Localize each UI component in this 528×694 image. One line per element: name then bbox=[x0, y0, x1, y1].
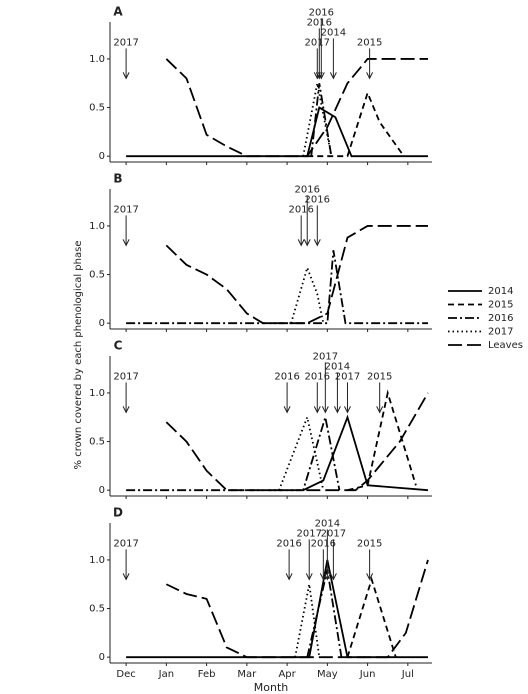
series-line bbox=[165, 225, 428, 325]
y-tick-label: 1.0 bbox=[89, 221, 105, 232]
annotation-label: 2017 bbox=[113, 37, 138, 48]
y-tick-label: 0.5 bbox=[89, 270, 105, 281]
arrow-head bbox=[305, 573, 313, 581]
annotation-label: 2016 bbox=[311, 538, 336, 549]
annotation-label: 2015 bbox=[357, 37, 382, 48]
x-tick-label: Apr bbox=[278, 669, 296, 680]
annotation-label: 2016 bbox=[309, 7, 334, 18]
arrow-head bbox=[122, 406, 130, 414]
x-tick-label: Jan bbox=[158, 669, 174, 680]
y-tick-label: 0 bbox=[99, 318, 105, 329]
series-line bbox=[126, 106, 428, 158]
annotation-label: 2017 bbox=[305, 37, 330, 48]
annotation-label: 2016 bbox=[294, 184, 319, 195]
series-line bbox=[302, 414, 429, 492]
arrow-head bbox=[317, 72, 325, 80]
x-tick-label: Feb bbox=[198, 669, 216, 680]
arrow-head bbox=[329, 573, 337, 581]
arrow-head bbox=[366, 72, 374, 80]
y-tick-label: 0 bbox=[99, 485, 105, 496]
panel-label: A bbox=[113, 5, 123, 19]
series-line bbox=[310, 83, 333, 157]
annotation-label: 2016 bbox=[305, 371, 330, 382]
series-line bbox=[126, 559, 428, 659]
x-tick-label: May bbox=[317, 669, 338, 680]
legend-label: 2017 bbox=[488, 327, 513, 338]
panel-label: D bbox=[113, 506, 123, 520]
arrow-head bbox=[376, 406, 384, 414]
y-tick-label: 1.0 bbox=[89, 388, 105, 399]
annotation-label: 2016 bbox=[305, 194, 330, 205]
series-line bbox=[307, 90, 405, 158]
y-tick-label: 0.5 bbox=[89, 604, 105, 615]
arrow-head bbox=[122, 239, 130, 247]
annotation-label: 2017 bbox=[297, 528, 322, 539]
y-tick-label: 0 bbox=[99, 151, 105, 162]
legend-label: Leaves bbox=[488, 340, 523, 351]
annotation-label: 2016 bbox=[307, 17, 332, 28]
x-tick-label: Dec bbox=[116, 669, 135, 680]
x-axis-label: Month bbox=[254, 681, 289, 694]
annotation-label: 2017 bbox=[335, 371, 360, 382]
arrow-head bbox=[344, 406, 351, 414]
y-tick-label: 0.5 bbox=[89, 103, 105, 114]
arrow-head bbox=[303, 239, 311, 247]
series-line bbox=[346, 576, 397, 658]
y-tick-label: 1.0 bbox=[89, 555, 105, 566]
arrow-head bbox=[329, 72, 337, 80]
annotation-label: 2017 bbox=[321, 528, 346, 539]
series-line bbox=[126, 250, 428, 325]
annotation-label: 2017 bbox=[313, 351, 338, 362]
y-tick-label: 0 bbox=[99, 652, 105, 663]
arrow-head bbox=[285, 573, 293, 581]
legend-label: 2015 bbox=[488, 300, 513, 311]
x-tick-label: Jul bbox=[401, 669, 414, 680]
annotation-label: 2016 bbox=[288, 204, 313, 215]
arrow-head bbox=[333, 406, 341, 414]
annotation-label: 2014 bbox=[321, 27, 346, 38]
legend-label: 2014 bbox=[488, 286, 513, 297]
series-line bbox=[165, 392, 429, 492]
annotation-label: 2014 bbox=[325, 361, 350, 372]
series-line bbox=[165, 58, 428, 158]
annotation-label: 2014 bbox=[315, 518, 340, 529]
annotation-label: 2016 bbox=[276, 538, 301, 549]
y-tick-label: 1.0 bbox=[89, 54, 105, 65]
annotation-label: 2015 bbox=[357, 538, 382, 549]
x-tick-label: Jun bbox=[359, 669, 376, 680]
series-line bbox=[126, 416, 341, 492]
arrow-head bbox=[313, 239, 321, 247]
arrow-head bbox=[122, 573, 130, 581]
panel-label: C bbox=[114, 339, 123, 353]
series-line bbox=[165, 559, 429, 659]
x-tick-label: Mar bbox=[237, 669, 257, 680]
annotation-label: 2017 bbox=[113, 204, 138, 215]
annotation-label: 2016 bbox=[274, 371, 299, 382]
annotation-label: 2015 bbox=[367, 371, 392, 382]
panel-label: B bbox=[113, 172, 122, 186]
annotation-label: 2017 bbox=[113, 371, 138, 382]
arrow-head bbox=[321, 406, 329, 414]
y-tick-label: 0.5 bbox=[89, 437, 105, 448]
arrow-head bbox=[313, 406, 321, 414]
series-line bbox=[302, 83, 333, 157]
arrow-head bbox=[122, 72, 130, 80]
annotation-label: 2017 bbox=[113, 538, 138, 549]
arrow-head bbox=[323, 573, 331, 581]
arrow-head bbox=[366, 573, 374, 581]
series-line bbox=[290, 264, 325, 324]
arrow-head bbox=[297, 239, 305, 247]
legend-label: 2016 bbox=[488, 313, 513, 324]
arrow-head bbox=[283, 406, 291, 414]
series-line bbox=[278, 414, 325, 491]
y-axis-label: % crown covered by each phenological pha… bbox=[73, 241, 84, 470]
